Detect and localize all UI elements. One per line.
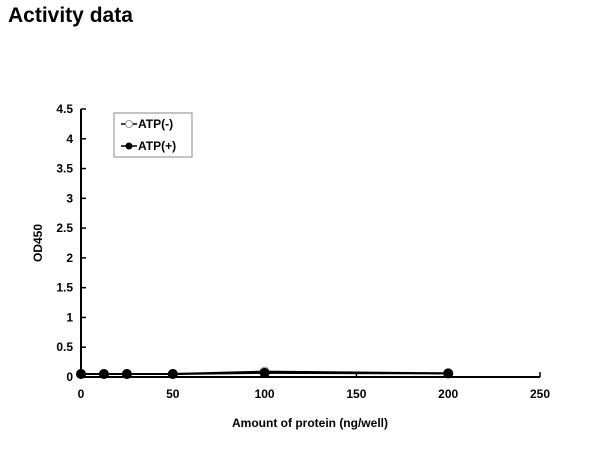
data-point-atp-plus — [76, 369, 86, 380]
data-point-atp-plus — [167, 369, 178, 380]
y-tick-label: 4 — [66, 132, 73, 146]
x-axis-label: Amount of protein (ng/well) — [232, 416, 388, 430]
page-title: Activity data — [8, 4, 133, 27]
data-point-atp-plus — [259, 367, 270, 378]
legend-marker-atp-minus — [125, 120, 133, 128]
x-tick-label: 250 — [530, 387, 550, 401]
x-tick-label: 100 — [255, 387, 275, 401]
legend-marker-atp-plus — [125, 142, 133, 150]
x-tick-label: 50 — [166, 387, 180, 401]
legend: ATP(-) ATP(+) — [113, 112, 193, 158]
x-tick-label: 150 — [346, 387, 366, 401]
y-tick-label: 4.5 — [56, 102, 73, 116]
legend-label-atp-plus: ATP(+) — [138, 139, 176, 153]
y-tick-label: 3 — [66, 191, 73, 205]
y-tick-label: 0 — [66, 370, 73, 384]
x-tick-label: 200 — [438, 387, 458, 401]
y-tick-label: 2 — [66, 251, 73, 265]
y-tick-label: 3.5 — [56, 162, 73, 176]
x-tick-label: 0 — [78, 387, 85, 401]
y-tick-label: 1 — [66, 310, 73, 324]
data-point-atp-plus — [98, 369, 109, 380]
y-tick-label: 0.5 — [56, 340, 73, 354]
data-point-atp-plus — [121, 369, 132, 380]
y-tick-label: 1.5 — [56, 281, 73, 295]
data-point-atp-plus — [443, 368, 454, 379]
y-axis-label: OD450 — [31, 224, 45, 262]
y-tick-label: 2.5 — [56, 221, 73, 235]
legend-label-atp-minus: ATP(-) — [138, 117, 173, 131]
